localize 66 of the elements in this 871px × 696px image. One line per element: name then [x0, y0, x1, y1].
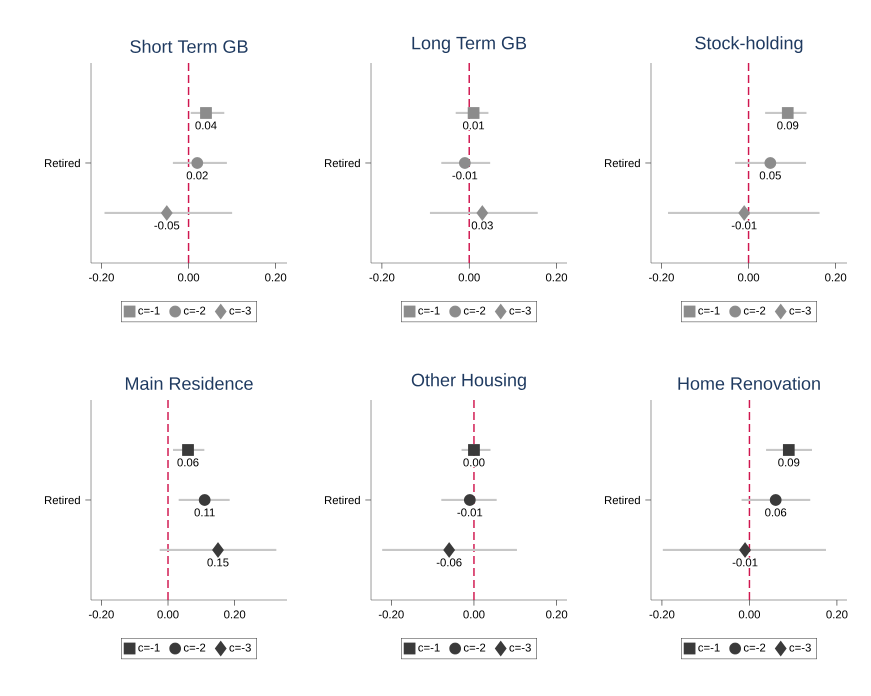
data-label: -0.05 [154, 221, 180, 230]
x-tick-label: -0.20 [649, 273, 674, 282]
legend-label: c=-1 [418, 644, 440, 652]
y-tick-label: Retired [44, 496, 80, 504]
legend-label: c=-1 [418, 306, 440, 315]
x-tick-label: 0.20 [546, 610, 568, 618]
x-tick-label: -0.20 [88, 610, 114, 618]
x-tick-label: -0.20 [89, 273, 114, 282]
data-label: -0.01 [732, 558, 758, 566]
legend-label: c=-3 [789, 306, 811, 315]
legend-label: c=-3 [509, 306, 531, 315]
y-tick-label: Retired [324, 158, 360, 168]
x-tick-label: 0.00 [157, 610, 179, 618]
legend-label: c=-2 [184, 644, 206, 652]
legend-label: c=-1 [138, 644, 160, 652]
data-label: 0.00 [463, 458, 485, 466]
data-label: 0.06 [177, 458, 199, 466]
chart-title: Stock-holding [695, 36, 802, 53]
x-tick-label: 0.00 [738, 610, 760, 618]
data-label: 0.02 [186, 171, 208, 180]
chart-title: Other Housing [412, 373, 526, 390]
legend-label: c=-2 [744, 644, 766, 652]
data-label: 0.04 [195, 121, 217, 130]
data-label: -0.01 [732, 221, 757, 230]
legend-label: c=-2 [464, 644, 486, 652]
x-tick-label: -0.20 [370, 273, 394, 282]
data-label: 0.15 [207, 558, 229, 566]
data-label: 0.11 [194, 508, 215, 516]
legend-label: c=-3 [229, 306, 251, 315]
data-label: 0.06 [765, 508, 786, 516]
x-tick-label: 0.00 [178, 273, 200, 282]
x-tick-label: 0.20 [826, 610, 848, 618]
y-tick-label: Retired [44, 158, 80, 168]
x-tick-label: 0.20 [224, 610, 246, 618]
x-tick-label: 0.20 [265, 273, 286, 282]
data-label: 0.09 [777, 121, 798, 130]
chart-title: Main Residence [126, 376, 253, 390]
chart-title: Long Term GB [412, 36, 526, 53]
legend-label: c=-3 [789, 644, 811, 652]
legend-label: c=-3 [509, 644, 531, 652]
legend-label: c=-2 [464, 306, 486, 315]
data-label: -0.01 [452, 171, 478, 180]
legend-label: c=-2 [184, 306, 206, 315]
legend-label: c=-1 [698, 644, 720, 652]
x-tick-label: -0.20 [378, 610, 404, 618]
chart-title: Short Term GB [130, 40, 248, 53]
x-tick-label: 0.00 [458, 273, 480, 282]
y-tick-label: Retired [604, 496, 640, 504]
data-label: 0.09 [778, 458, 800, 466]
legend-label: c=-1 [138, 306, 160, 315]
x-tick-label: 0.00 [738, 273, 760, 282]
data-label: 0.01 [462, 121, 484, 130]
data-label: 0.03 [472, 221, 493, 230]
legend-label: c=-3 [229, 644, 251, 652]
data-label: 0.05 [760, 171, 781, 180]
data-label: -0.06 [436, 558, 462, 566]
x-tick-label: 0.20 [825, 273, 846, 282]
x-tick-label: -0.20 [650, 610, 674, 618]
legend-label: c=-1 [698, 306, 720, 315]
data-label: -0.01 [457, 508, 482, 516]
y-tick-label: Retired [324, 496, 360, 504]
y-tick-label: Retired [604, 158, 640, 168]
x-tick-label: 0.00 [463, 610, 485, 618]
chart-title: Home Renovation [678, 376, 820, 390]
legend-label: c=-2 [744, 306, 766, 315]
x-tick-label: 0.20 [546, 273, 568, 282]
